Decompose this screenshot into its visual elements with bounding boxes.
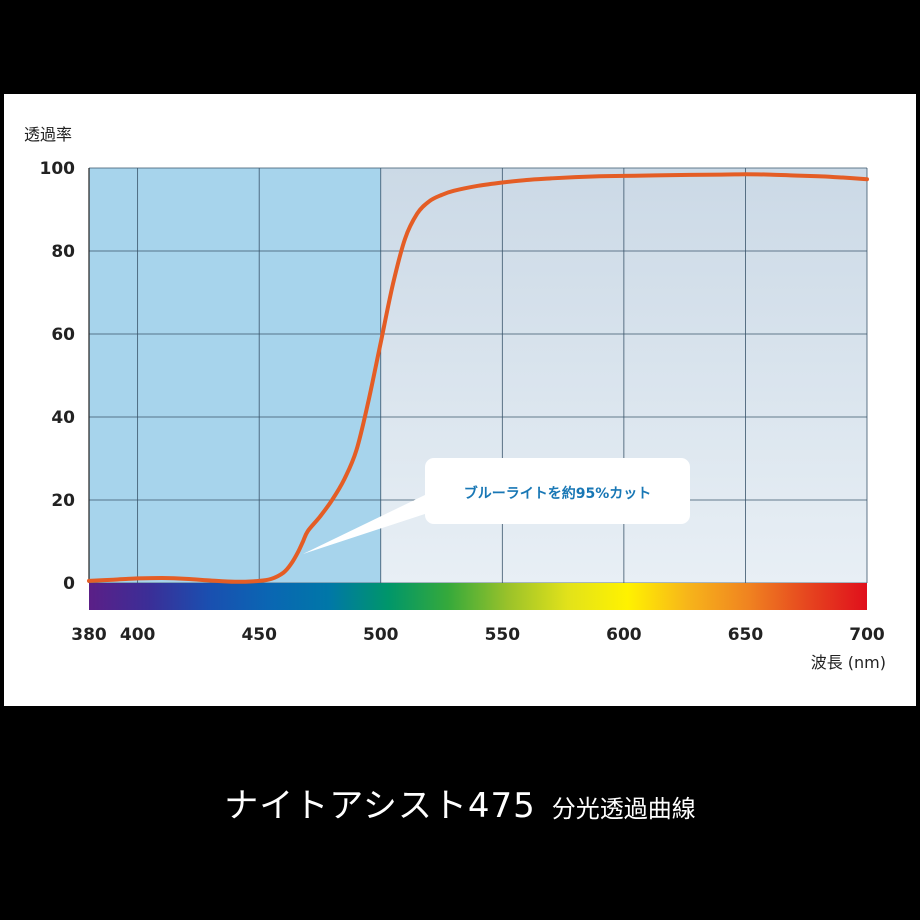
y-tick-label: 60: [51, 325, 75, 345]
y-tick-label: 100: [40, 159, 76, 179]
spectral-transmission-chart: 0 20 40 60 80 100 380 400 450 500 550 600 650 700 透過…: [24, 125, 886, 672]
x-tick-label: 450: [241, 625, 277, 645]
product-name: ナイトアシスト475: [224, 786, 536, 826]
callout-text: ブルーライトを約95%カット: [464, 485, 652, 502]
caption-subtitle: 分光透過曲線: [551, 795, 696, 823]
chart-panel: 0 20 40 60 80 100 380 400 450 500 550 600 650 700 透過…: [4, 94, 916, 706]
x-tick-label: 700: [849, 625, 885, 645]
x-tick-label: 380: [71, 625, 107, 645]
callout-pointer: [302, 494, 431, 554]
spectrum-bar: [89, 583, 867, 610]
y-axis-label: 透過率: [24, 125, 72, 144]
transmission-curve: [87, 172, 869, 584]
blue-light-highlight: [89, 168, 381, 583]
x-axis-ticks: 380 400 450 500 550 600 650 700: [71, 625, 885, 645]
y-tick-label: 80: [51, 242, 75, 262]
callout-bubble: [425, 458, 690, 524]
x-tick-label: 600: [606, 625, 642, 645]
x-tick-label: 650: [728, 625, 764, 645]
x-tick-label: 400: [120, 625, 156, 645]
y-tick-label: 40: [51, 408, 75, 428]
y-axis-ticks: 0 20 40 60 80 100: [40, 159, 76, 594]
caption: ナイトアシスト475 分光透過曲線: [0, 778, 920, 827]
y-tick-label: 20: [51, 491, 75, 511]
x-tick-label: 550: [485, 625, 521, 645]
y-tick-label: 0: [63, 574, 75, 594]
x-axis-label: 波長 (nm): [811, 653, 886, 672]
annotation-callout: ブルーライトを約95%カット: [302, 458, 690, 554]
x-tick-label: 500: [363, 625, 399, 645]
